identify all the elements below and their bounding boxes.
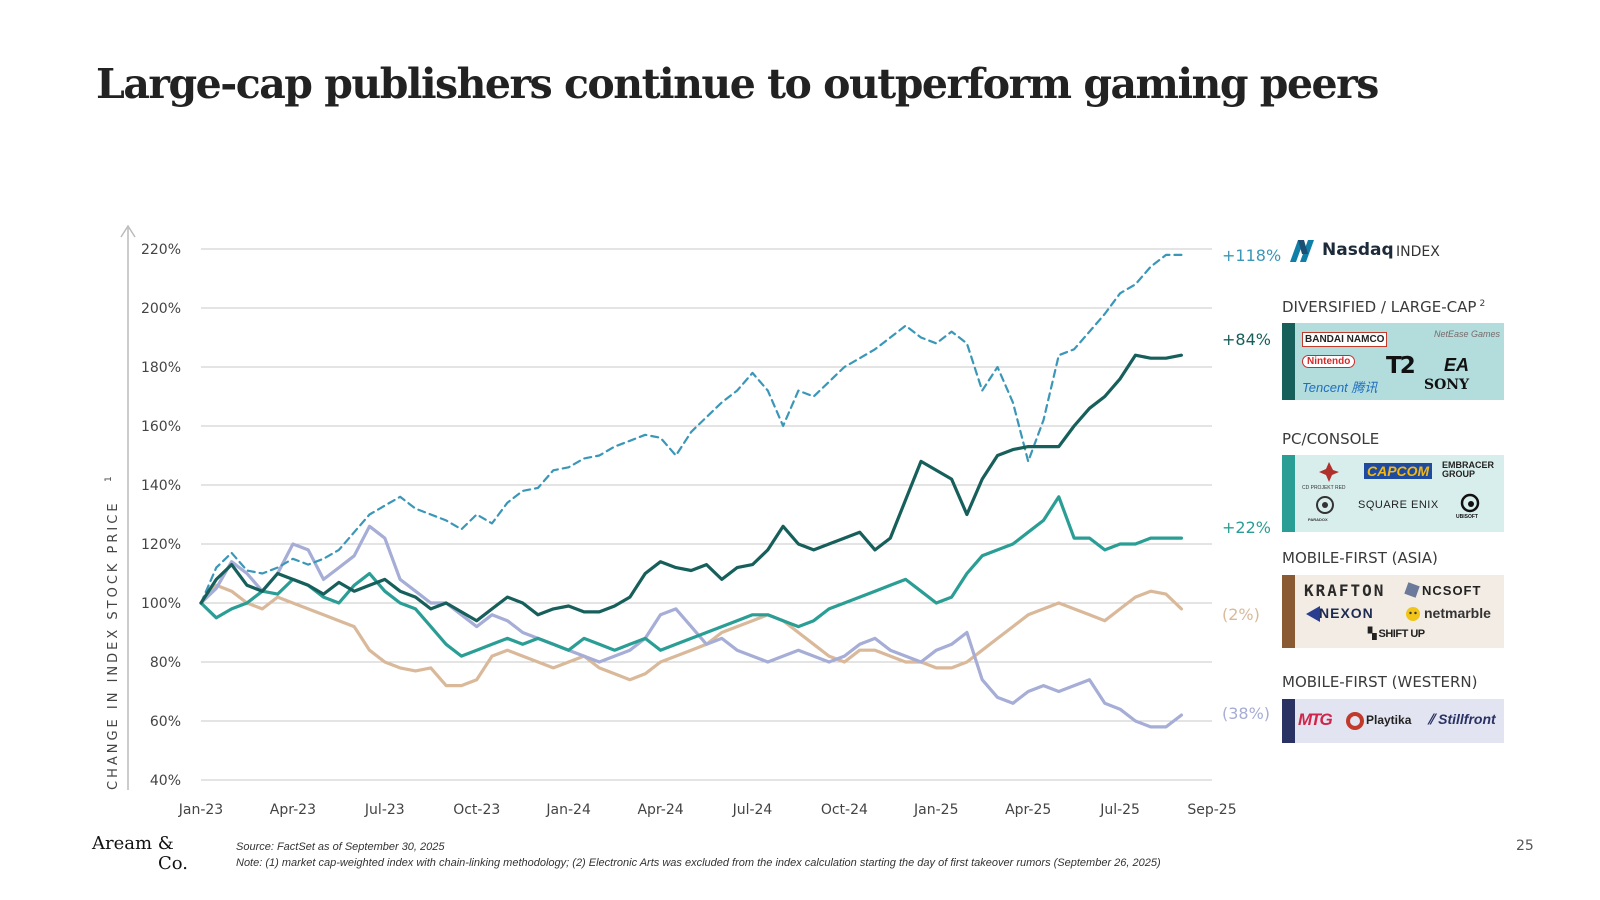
x-tick-label: Jan-25 bbox=[913, 802, 958, 818]
x-tick-label: Jan-23 bbox=[178, 802, 223, 818]
y-tick-label: 40% bbox=[150, 773, 181, 789]
y-tick-label: 60% bbox=[150, 714, 181, 730]
logo-playtika: Playtika bbox=[1366, 713, 1412, 727]
y-tick-label: 80% bbox=[150, 655, 181, 671]
y-axis-note: 1 bbox=[104, 476, 114, 482]
logo-tencent: Tencent 腾讯 bbox=[1302, 380, 1378, 395]
stillfront-icon: ⫽ bbox=[1428, 711, 1439, 727]
logo-panel-diversified: BANDAI NAMCO NetEase Games Nintendo T2 E… bbox=[1282, 323, 1504, 400]
logo-embracer: EMBRACER GROUP bbox=[1442, 460, 1495, 479]
logo-krafton: KRAFTON bbox=[1304, 581, 1386, 600]
x-tick-label: Apr-25 bbox=[1005, 802, 1051, 818]
playtika-icon bbox=[1346, 712, 1364, 730]
nasdaq-index-label: INDEX bbox=[1396, 244, 1440, 260]
logo-mtg: MTG bbox=[1298, 710, 1333, 729]
logo-square-enix: SQUARE ENIX bbox=[1358, 499, 1439, 511]
logo-ubisoft: UBISOFT bbox=[1456, 514, 1478, 520]
x-tick-label: Oct-24 bbox=[821, 802, 868, 818]
source-text: Source: FactSet as of September 30, 2025 bbox=[236, 841, 445, 853]
y-tick-label: 220% bbox=[141, 242, 181, 258]
logo-panel-mobile-western: MTG Playtika ⫽ Stillfront bbox=[1282, 699, 1504, 743]
series-line-mobile-first-western- bbox=[199, 524, 1184, 729]
nexon-icon bbox=[1306, 606, 1320, 622]
logo-cd-projekt: CD PROJEKT RED bbox=[1302, 485, 1346, 491]
logo-sony: SONY bbox=[1424, 377, 1470, 393]
y-axis-arrowhead bbox=[120, 224, 136, 238]
page-title: Large-cap publishers continue to outperf… bbox=[96, 60, 1379, 108]
series-line-nasdaq-index bbox=[199, 253, 1183, 605]
logo-nexon: NEXON bbox=[1319, 605, 1374, 621]
series-line-pc-console bbox=[199, 495, 1184, 658]
nasdaq-word: Nasdaq bbox=[1322, 240, 1394, 260]
x-tick-label: Oct-23 bbox=[453, 802, 500, 818]
x-tick-label: Jul-25 bbox=[1099, 802, 1140, 818]
end-label-mobile-western: (38%) bbox=[1222, 704, 1271, 724]
checker-icon: ▚ bbox=[1368, 628, 1379, 640]
footnote-text: Note: (1) market cap-weighted index with… bbox=[236, 857, 1161, 869]
y-tick-label: 160% bbox=[141, 419, 181, 435]
logo-nintendo: Nintendo bbox=[1302, 355, 1356, 368]
y-tick-label: 200% bbox=[141, 301, 181, 317]
category-label-diversified: DIVERSIFIED / LARGE-CAP 2 bbox=[1282, 298, 1486, 316]
nasdaq-icon bbox=[1290, 240, 1314, 262]
y-axis-title: CHANGE IN INDEX STOCK PRICE bbox=[106, 500, 121, 790]
logo-panel-pc-console: CD PROJEKT RED CAPCOM EMBRACER GROUP PAR… bbox=[1282, 455, 1504, 532]
x-tick-label: Jul-23 bbox=[364, 802, 405, 818]
x-tick-label: Jul-24 bbox=[732, 802, 773, 818]
logo-netease: NetEase Games bbox=[1434, 329, 1501, 339]
logo-ncsoft: NCSOFT bbox=[1422, 583, 1482, 598]
y-tick-label: 100% bbox=[141, 596, 181, 612]
logo-take-two: T2 bbox=[1386, 353, 1416, 379]
source-note: Source: FactSet as of September 30, 2025… bbox=[236, 839, 1161, 871]
company-logo-line1: Aream & bbox=[92, 833, 174, 854]
end-label-large-cap: +84% bbox=[1222, 330, 1271, 350]
category-label-pc-console: PC/CONSOLE bbox=[1282, 430, 1380, 448]
y-tick-label: 180% bbox=[141, 360, 181, 376]
x-tick-label: Jan-24 bbox=[545, 802, 591, 818]
logo-bandai-namco: BANDAI NAMCO bbox=[1302, 332, 1388, 347]
ubisoft-icon bbox=[1460, 493, 1480, 513]
x-tick-label: Apr-23 bbox=[270, 802, 316, 818]
cd-projekt-icon bbox=[1319, 462, 1339, 482]
logo-shift-up: ▚ SHIFT UP bbox=[1368, 628, 1425, 640]
company-logo-line2: Co. bbox=[158, 853, 189, 874]
end-label-nasdaq: +118% bbox=[1222, 245, 1282, 265]
y-tick-label: 140% bbox=[141, 478, 181, 494]
logo-ea: EA bbox=[1444, 355, 1470, 375]
page-number: 25 bbox=[1516, 838, 1534, 854]
nasdaq-logo: Nasdaq INDEX bbox=[1288, 236, 1440, 266]
netmarble-icon bbox=[1406, 607, 1420, 621]
x-tick-label: Apr-24 bbox=[637, 802, 683, 818]
logo-paradox: PARADOX bbox=[1308, 517, 1328, 522]
logo-capcom: CAPCOM bbox=[1364, 463, 1433, 479]
category-label-mobile-asia: MOBILE-FIRST (ASIA) bbox=[1282, 549, 1438, 567]
x-tick-label: Sep-25 bbox=[1187, 802, 1236, 818]
category-label-mobile-western: MOBILE-FIRST (WESTERN) bbox=[1282, 673, 1478, 691]
paradox-icon bbox=[1316, 496, 1334, 514]
y-tick-label: 120% bbox=[141, 537, 181, 553]
ncsoft-icon bbox=[1404, 582, 1420, 598]
company-logo: Aream & Co. bbox=[92, 834, 188, 874]
series-line-diversified-large-cap bbox=[199, 353, 1184, 623]
logo-netmarble: netmarble bbox=[1424, 605, 1491, 621]
end-label-mobile-asia: (2%) bbox=[1222, 604, 1260, 624]
end-label-pc-console: +22% bbox=[1222, 518, 1271, 538]
logo-stillfront: ⫽ Stillfront bbox=[1428, 711, 1496, 727]
logo-panel-mobile-asia: KRAFTON NCSOFT NEXON netmarble ▚ SHIFT U… bbox=[1282, 575, 1504, 648]
series-line-mobile-first-asia- bbox=[199, 583, 1184, 688]
